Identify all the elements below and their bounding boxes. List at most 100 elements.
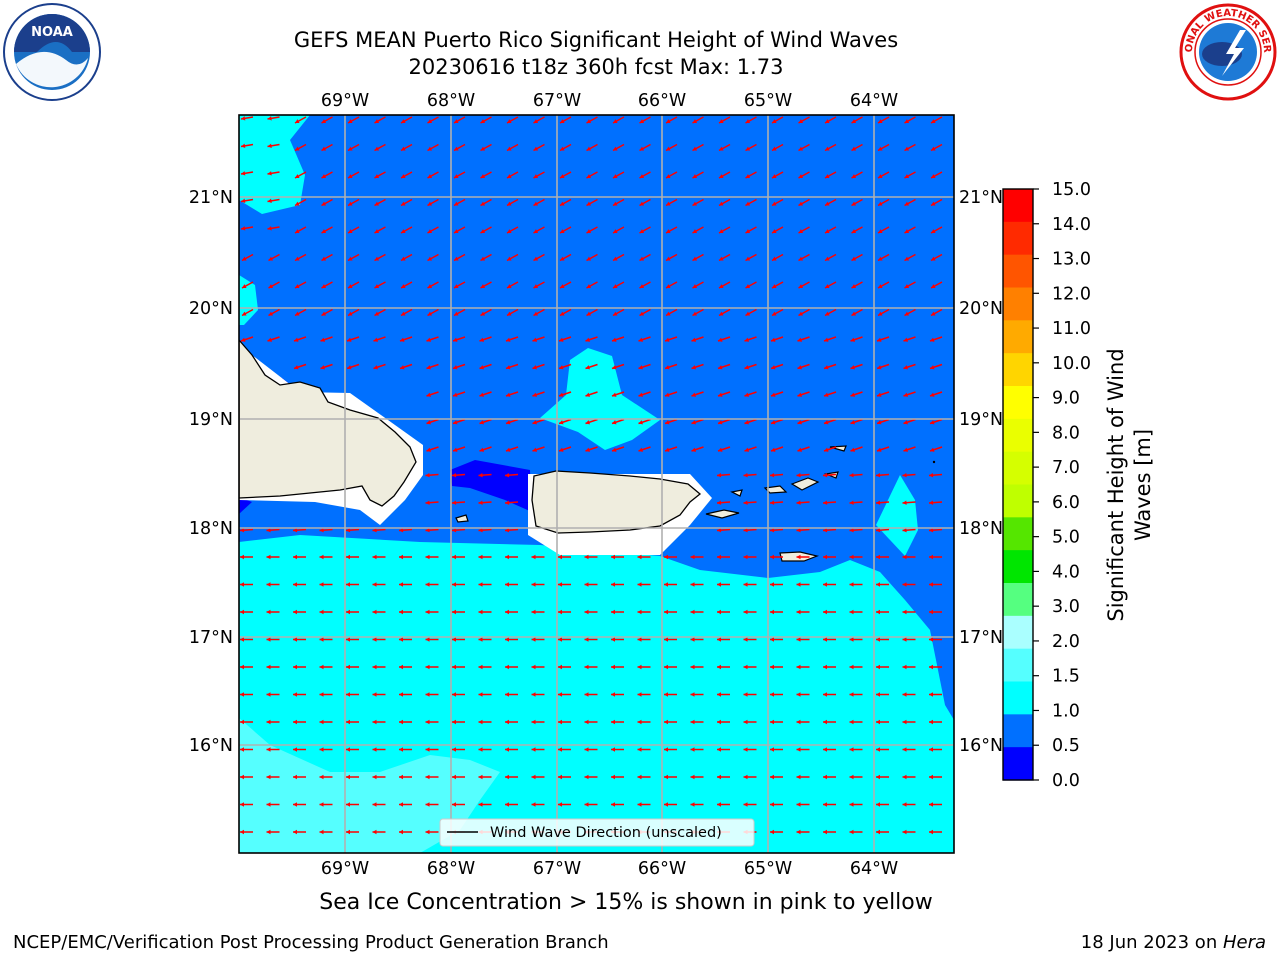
wind-wave-arrow-head <box>241 198 246 204</box>
colorbar-segment <box>1003 484 1033 518</box>
lon-label: 67°W <box>533 91 581 111</box>
wind-wave-arrow-head <box>266 774 271 780</box>
colorbar-label-2: Waves [m] <box>1131 429 1155 541</box>
wind-wave-arrow-head <box>849 609 854 615</box>
wind-wave-arrow-head <box>770 802 774 807</box>
wind-wave-arrow-head <box>321 146 327 151</box>
wind-wave-arrow-head <box>560 284 565 289</box>
wind-wave-arrow-head <box>665 447 670 452</box>
wind-wave-arrow-head <box>374 229 380 234</box>
sea-ice-note: Sea Ice Concentration > 15% is shown in … <box>319 890 933 915</box>
wind-wave-arrow-head <box>480 256 486 261</box>
wind-wave-arrow-head <box>507 174 512 179</box>
wind-wave-arrow-head <box>425 527 430 533</box>
colorbar-tick-label: 10.0 <box>1052 354 1091 374</box>
wind-wave-arrow-head <box>638 392 643 397</box>
wind-wave-arrow-head <box>295 201 300 206</box>
wind-wave-arrow-head <box>266 554 271 560</box>
wind-wave-arrow-head <box>558 747 562 752</box>
wind-wave-arrow-head <box>531 664 536 670</box>
colorbar-segment <box>1003 418 1033 453</box>
wind-wave-arrow-head <box>425 582 430 587</box>
wind-wave-arrow-head <box>426 365 431 370</box>
lon-label: 65°W <box>744 859 792 879</box>
wind-wave-arrow-head <box>427 201 433 206</box>
wind-wave-arrow-head <box>374 201 380 206</box>
wind-wave-arrow-head <box>825 229 830 234</box>
wind-wave-arrow-head <box>372 774 377 780</box>
wind-wave-arrow-head <box>877 392 882 397</box>
wind-wave-arrow-head <box>902 692 907 697</box>
wind-wave-arrow-head <box>929 692 933 697</box>
wind-wave-arrow-head <box>931 174 936 179</box>
wind-wave-arrow-head <box>479 447 484 452</box>
wind-wave-arrow-head <box>666 119 671 124</box>
wind-wave-arrow-head <box>321 229 327 234</box>
wind-wave-arrow-head <box>293 609 297 615</box>
wind-wave-arrow-head <box>770 500 775 505</box>
wind-wave-arrow-head <box>266 802 271 807</box>
wind-wave-arrow-head <box>401 146 406 151</box>
wind-wave-arrow-head <box>427 146 433 151</box>
wind-wave-arrow-head <box>717 802 721 807</box>
wind-wave-arrow-head <box>294 337 299 342</box>
wind-wave-arrow-head <box>745 201 751 206</box>
wind-wave-arrow-head <box>718 420 723 425</box>
wind-wave-arrow-head <box>454 146 459 151</box>
wind-wave-arrow-head <box>399 637 403 642</box>
wind-wave-arrow-head <box>480 229 486 234</box>
wind-wave-arrow-head <box>533 284 539 289</box>
wind-wave-arrow-head <box>690 774 695 780</box>
wind-wave-arrow-head <box>796 554 801 560</box>
wind-wave-arrow-head <box>929 609 933 615</box>
wind-wave-arrow-head <box>611 774 615 780</box>
wind-wave-arrow-head <box>505 719 509 725</box>
wind-wave-arrow-head <box>692 284 698 289</box>
wind-wave-arrow-head <box>690 664 695 670</box>
legend-label: Wind Wave Direction (unscaled) <box>490 825 722 841</box>
field-band-1-0-1-5-nw <box>239 115 310 214</box>
wind-wave-arrow-head <box>851 146 857 151</box>
wind-wave-arrow-head <box>560 311 565 316</box>
wind-wave-arrow-head <box>743 554 748 560</box>
wind-wave-arrow-head <box>824 392 829 397</box>
wind-wave-arrow-head <box>425 719 430 725</box>
wind-wave-arrow-head <box>931 229 936 234</box>
wind-wave-arrow-head <box>851 229 857 234</box>
wind-wave-arrow-head <box>849 774 854 780</box>
colorbar-tick-label: 9.0 <box>1052 389 1080 409</box>
wind-wave-arrow-head <box>346 554 350 560</box>
wind-wave-arrow-head <box>637 664 642 670</box>
wind-wave-arrow-head <box>346 609 350 615</box>
field-band-1-0-1-5-blob <box>540 348 660 450</box>
wind-wave-arrow-head <box>770 472 775 478</box>
wind-wave-arrow-head <box>796 747 801 752</box>
wind-wave-arrow-head <box>849 747 854 752</box>
wind-wave-arrow-head <box>825 284 830 289</box>
wind-wave-arrow-head <box>295 256 300 261</box>
wind-wave-arrow-head <box>851 119 857 124</box>
wind-wave-arrow-head <box>613 284 618 289</box>
wind-wave-arrow-head <box>240 774 244 780</box>
wind-wave-arrow-head <box>904 284 910 289</box>
wind-wave-arrow-head <box>717 554 721 560</box>
wind-wave-arrow-head <box>346 527 351 533</box>
wind-wave-arrow-head <box>876 500 881 505</box>
wind-wave-arrow-head <box>929 554 933 560</box>
wind-wave-arrow-head <box>770 527 775 533</box>
wind-wave-arrow-head <box>506 420 511 425</box>
wind-wave-arrow-head <box>745 284 751 289</box>
wind-wave-arrow-head <box>266 664 271 670</box>
wind-wave-arrow-head <box>266 719 271 725</box>
wind-wave-arrow-head <box>850 392 855 397</box>
wind-wave-arrow-head <box>560 146 565 151</box>
wind-wave-arrow-head <box>585 337 590 342</box>
wind-wave-arrow-head <box>372 582 377 587</box>
wind-wave-arrow-head <box>453 447 458 452</box>
wind-wave-arrow-head <box>480 311 486 316</box>
wind-wave-arrow-head <box>876 582 880 587</box>
wind-wave-arrow-head <box>454 284 459 289</box>
wind-wave-arrow-head <box>427 229 433 234</box>
wind-wave-arrow-head <box>823 472 828 478</box>
lat-label: 20°N <box>959 299 1003 319</box>
